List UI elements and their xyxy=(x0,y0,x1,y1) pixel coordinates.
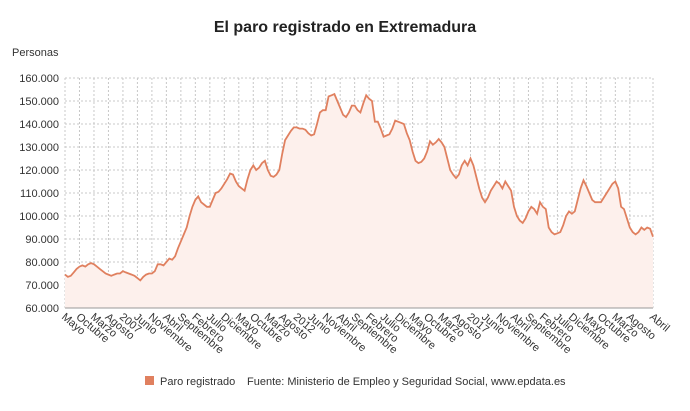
y-tick-label: 110.000 xyxy=(20,188,59,200)
y-tick-label: 130.000 xyxy=(19,142,59,154)
y-tick-label: 150.000 xyxy=(19,96,59,108)
y-tick-label: 80.000 xyxy=(25,257,59,269)
y-tick-label: 160.000 xyxy=(19,73,59,85)
source: Fuente: Ministerio de Empleo y Seguridad… xyxy=(247,376,566,388)
y-tick-label: 100.000 xyxy=(19,211,59,223)
y-tick-label: 140.000 xyxy=(19,119,59,131)
chart-title: El paro registrado en Extremadura xyxy=(214,19,476,36)
y-tick-label: 70.000 xyxy=(25,280,59,292)
y-tick-label: 90.000 xyxy=(25,234,59,246)
y-tick-label: 60.000 xyxy=(25,303,59,315)
area xyxy=(65,94,653,308)
y-axis-label: Personas xyxy=(12,47,59,59)
y-tick-label: 120.000 xyxy=(19,165,59,177)
legend-label: Paro registrado xyxy=(160,376,235,388)
legend-swatch xyxy=(145,376,154,385)
line xyxy=(64,92,654,282)
